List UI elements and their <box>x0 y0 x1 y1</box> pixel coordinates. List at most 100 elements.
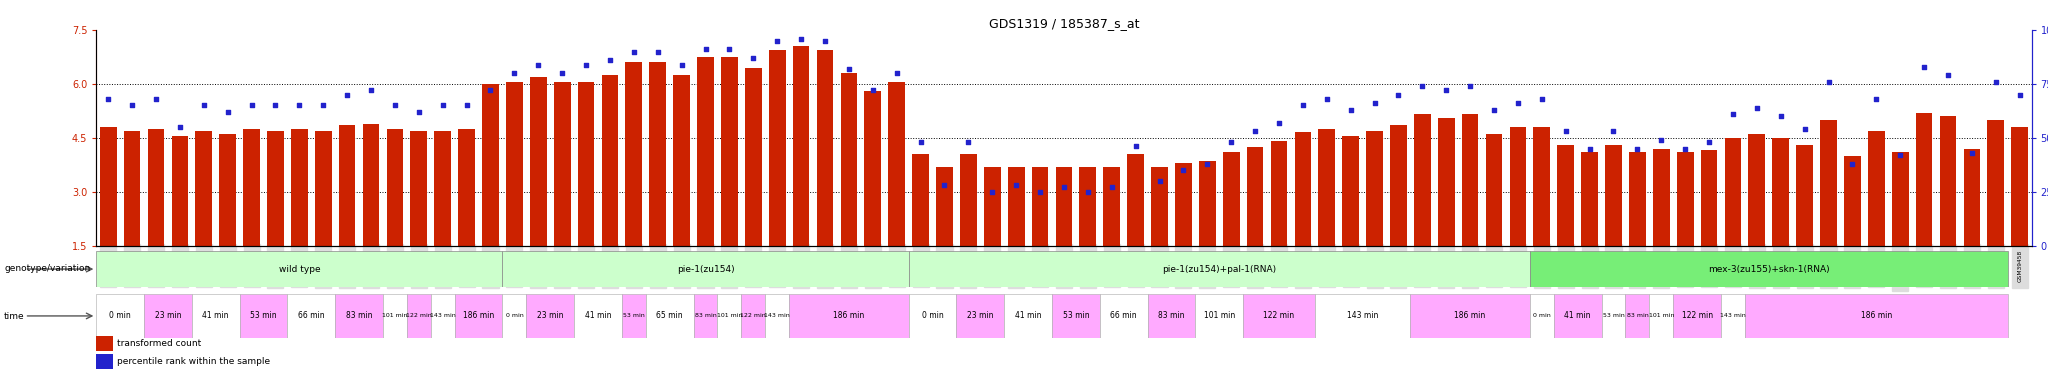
Bar <box>1964 148 1980 246</box>
Bar <box>1055 166 1073 246</box>
Point <box>1477 107 1509 113</box>
Bar <box>1243 294 1315 338</box>
Point <box>354 87 387 93</box>
Bar <box>1319 129 1335 246</box>
Point <box>1167 167 1200 173</box>
Bar <box>506 82 522 246</box>
Point <box>1741 105 1774 111</box>
Text: 0 min: 0 min <box>922 311 944 320</box>
Bar <box>1626 294 1649 338</box>
Point <box>1526 96 1559 102</box>
Point <box>1907 64 1939 70</box>
Text: 186 min: 186 min <box>463 311 494 320</box>
Bar <box>434 130 451 246</box>
Bar <box>1843 156 1862 246</box>
Text: 186 min: 186 min <box>1454 311 1485 320</box>
Bar <box>1196 294 1243 338</box>
Bar <box>1008 166 1024 246</box>
Bar <box>143 294 193 338</box>
Bar <box>1176 163 1192 246</box>
Bar <box>1556 145 1575 246</box>
Point <box>92 96 125 102</box>
Bar <box>1530 294 1554 338</box>
Text: 143 min: 143 min <box>1720 314 1745 318</box>
Bar <box>96 294 143 338</box>
Point <box>473 87 508 93</box>
Point <box>666 62 698 68</box>
Bar <box>741 294 766 338</box>
Point <box>426 102 459 108</box>
Bar <box>911 154 930 246</box>
Bar <box>338 125 356 246</box>
Text: 122 min: 122 min <box>406 314 432 318</box>
Point <box>2003 92 2036 98</box>
Point <box>1692 139 1724 145</box>
Bar <box>817 50 834 246</box>
Point <box>618 49 651 55</box>
Bar <box>840 73 858 246</box>
Bar <box>1509 127 1526 246</box>
Bar <box>694 294 717 338</box>
Bar <box>909 251 1530 287</box>
Text: 41 min: 41 min <box>1565 311 1591 320</box>
Text: 83 min: 83 min <box>1159 311 1184 320</box>
Point <box>1501 100 1534 106</box>
Bar <box>1004 294 1053 338</box>
Text: 41 min: 41 min <box>1016 311 1040 320</box>
Point <box>1835 160 1868 166</box>
Bar <box>745 68 762 246</box>
Bar <box>100 127 117 246</box>
Bar <box>936 166 952 246</box>
Text: 53 min: 53 min <box>1604 314 1624 318</box>
Point <box>498 70 530 76</box>
Text: 41 min: 41 min <box>203 311 229 320</box>
Point <box>881 70 913 76</box>
Point <box>1978 79 2011 85</box>
Text: 83 min: 83 min <box>1626 314 1649 318</box>
Bar <box>526 294 573 338</box>
Bar <box>983 166 1001 246</box>
Text: 53 min: 53 min <box>1063 311 1090 320</box>
Text: 122 min: 122 min <box>741 314 766 318</box>
Bar <box>573 294 623 338</box>
Bar <box>1053 294 1100 338</box>
Point <box>307 102 340 108</box>
Point <box>1405 83 1438 89</box>
Point <box>784 36 817 42</box>
Bar <box>336 294 383 338</box>
Bar <box>287 294 336 338</box>
Point <box>139 96 172 102</box>
Bar <box>696 57 715 246</box>
Point <box>1430 87 1462 93</box>
Text: 143 min: 143 min <box>1348 311 1378 320</box>
Bar <box>649 62 666 246</box>
Bar <box>889 82 905 246</box>
Point <box>1143 178 1176 184</box>
Point <box>713 46 745 53</box>
Bar <box>481 84 500 246</box>
Point <box>1311 96 1343 102</box>
Bar <box>362 124 379 246</box>
Bar <box>1104 166 1120 246</box>
Bar <box>1772 138 1790 246</box>
Point <box>1382 92 1415 98</box>
Bar <box>1341 136 1360 246</box>
Bar <box>123 130 141 246</box>
Text: 53 min: 53 min <box>623 314 645 318</box>
Bar <box>1270 141 1288 246</box>
Bar <box>766 294 788 338</box>
Point <box>236 102 268 108</box>
Bar <box>1462 114 1479 246</box>
Bar <box>602 75 618 246</box>
Text: 41 min: 41 min <box>586 311 610 320</box>
Bar <box>1485 134 1503 246</box>
Bar <box>408 294 430 338</box>
Bar <box>721 57 737 246</box>
Point <box>258 102 293 108</box>
Bar <box>1892 152 1909 246</box>
Bar <box>1079 166 1096 246</box>
Point <box>1812 79 1845 85</box>
Point <box>569 62 602 68</box>
Bar <box>387 129 403 246</box>
Bar <box>502 251 909 287</box>
